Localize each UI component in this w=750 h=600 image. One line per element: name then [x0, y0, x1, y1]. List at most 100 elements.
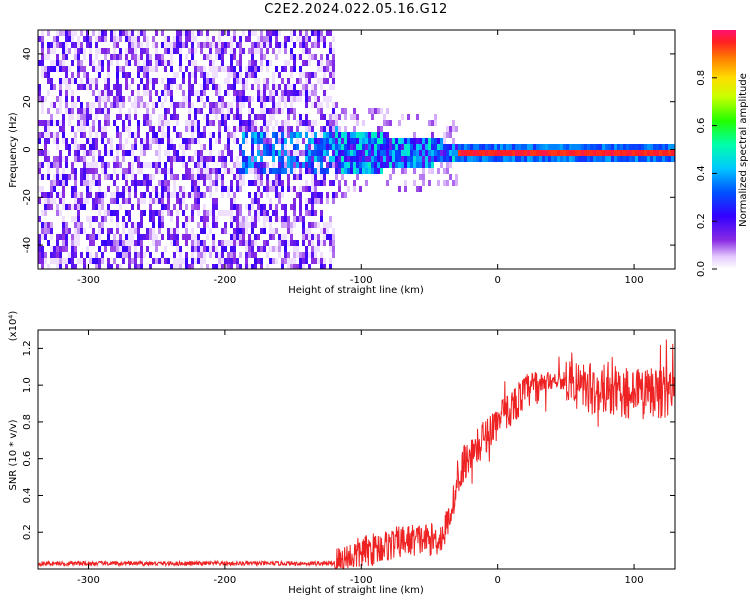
spectrogram-cell [386, 138, 389, 144]
spectrogram-cell [137, 228, 140, 234]
spectrogram-cell [260, 36, 263, 42]
spectrogram-cell [347, 150, 350, 156]
spectrogram-cell [155, 42, 158, 48]
spectrogram-cell [320, 168, 323, 174]
spectrogram-cell [422, 144, 425, 150]
spectrogram-cell [212, 72, 215, 78]
spectrogram-cell [215, 102, 218, 108]
spectrogram-cell [236, 240, 239, 246]
spectrogram-cell [260, 210, 263, 216]
spectrogram-cell [332, 240, 335, 246]
spectrogram-cell [89, 162, 92, 168]
spectrogram-cell [92, 138, 95, 144]
spectrogram-cell [200, 96, 203, 102]
spectrogram-cell [47, 228, 50, 234]
spectrogram-cell [176, 36, 179, 42]
spectrogram-cell [248, 162, 251, 168]
spectrogram-cell [170, 144, 173, 150]
spectrogram-cell [47, 138, 50, 144]
spectrogram-cell [311, 42, 314, 48]
spectrogram-cell [155, 198, 158, 204]
spectrogram-cell [116, 216, 119, 222]
spectrogram-cell [170, 102, 173, 108]
spectrogram-cell [110, 36, 113, 42]
spectrogram-cell [305, 102, 308, 108]
spectrogram-cell [221, 156, 224, 162]
spectrogram-cell [197, 90, 200, 96]
spectrogram-cell [284, 132, 287, 138]
spectrogram-cell [56, 252, 59, 258]
spectrogram-cell [284, 84, 287, 90]
spectrogram-cell [179, 60, 182, 66]
spectrogram-cell [170, 228, 173, 234]
snr-y-tick-label: 0.8 [22, 414, 33, 430]
spectrogram-cell [131, 222, 134, 228]
spectrogram-cell [299, 90, 302, 96]
spectrogram-cell [542, 144, 545, 150]
spectrogram-cell [335, 120, 338, 126]
spectrogram-cell [77, 228, 80, 234]
spectrogram-cell [59, 150, 62, 156]
spectrogram-cell [83, 168, 86, 174]
spectrogram-cell [317, 42, 320, 48]
spectrogram-cell [236, 222, 239, 228]
spectrogram-cell [176, 72, 179, 78]
spectrogram-cell [239, 54, 242, 60]
spectrogram-cell [263, 216, 266, 222]
spectrogram-cell [86, 120, 89, 126]
spectrogram-cell [308, 228, 311, 234]
spectrogram-cell [41, 102, 44, 108]
spectrogram-cell [269, 138, 272, 144]
spectrogram-cell [83, 108, 86, 114]
spectrogram-cell [59, 252, 62, 258]
spectrogram-cell [41, 222, 44, 228]
spectrogram-cell [68, 144, 71, 150]
spectrogram-cell [287, 60, 290, 66]
spectrogram-cell [317, 144, 320, 150]
spectrogram-cell [41, 258, 44, 264]
spectrogram-cell [74, 144, 77, 150]
spectrogram-cell [86, 36, 89, 42]
spectrogram-cell [230, 246, 233, 252]
spectrogram-cell [389, 162, 392, 168]
spectrogram-cell [62, 216, 65, 222]
spectrogram-cell [62, 48, 65, 54]
spectrogram-cell [332, 102, 335, 108]
spectrogram-cell [206, 264, 209, 269]
spectrogram-cell [422, 138, 425, 144]
spectrogram-cell [422, 180, 425, 186]
spectrogram-cell [299, 204, 302, 210]
spectrogram-cell [278, 132, 281, 138]
spectrogram-cell [77, 42, 80, 48]
spectrogram-cell [53, 42, 56, 48]
spectrogram-cell [125, 210, 128, 216]
spectrogram-cell [329, 72, 332, 78]
spectrogram-cell [113, 198, 116, 204]
spectrogram-cell [41, 48, 44, 54]
spectrogram-cell [92, 168, 95, 174]
spectrogram-cell [458, 144, 461, 150]
spectrogram-cell [329, 156, 332, 162]
spectrogram-cell [95, 114, 98, 120]
spectrogram-cell [149, 90, 152, 96]
spectrogram-cell [305, 36, 308, 42]
spectrogram-cell [314, 180, 317, 186]
spectrogram-cell [179, 192, 182, 198]
spectrogram-cell [245, 264, 248, 269]
spectrogram-cell [71, 96, 74, 102]
spectrogram-cell [329, 216, 332, 222]
spectrogram-cell [194, 192, 197, 198]
spectrogram-cell [308, 126, 311, 132]
spectrogram-cell [239, 60, 242, 66]
spectrogram-cell [323, 264, 326, 269]
spectrogram-cell [494, 156, 497, 162]
spectrogram-cell [185, 66, 188, 72]
spectrogram-cell [374, 162, 377, 168]
spectrogram-cell [122, 72, 125, 78]
spectrogram-cell [308, 144, 311, 150]
spectrogram-cell [104, 240, 107, 246]
spectrogram-cell [98, 264, 101, 269]
spectrogram-cell [44, 150, 47, 156]
spectrogram-cell [116, 156, 119, 162]
spectrogram-cell [224, 90, 227, 96]
